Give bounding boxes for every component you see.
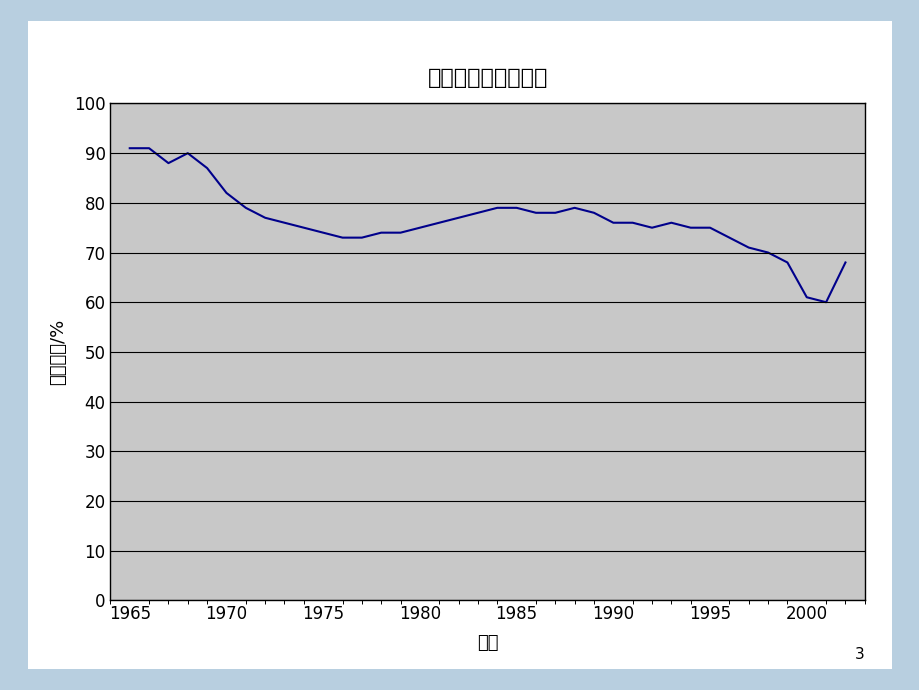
- X-axis label: 年份: 年份: [476, 634, 498, 652]
- Y-axis label: 煤炭比例/%: 煤炭比例/%: [49, 319, 67, 385]
- Text: 3: 3: [854, 647, 864, 662]
- Title: 煤炭在总能源中比例: 煤炭在总能源中比例: [427, 68, 547, 88]
